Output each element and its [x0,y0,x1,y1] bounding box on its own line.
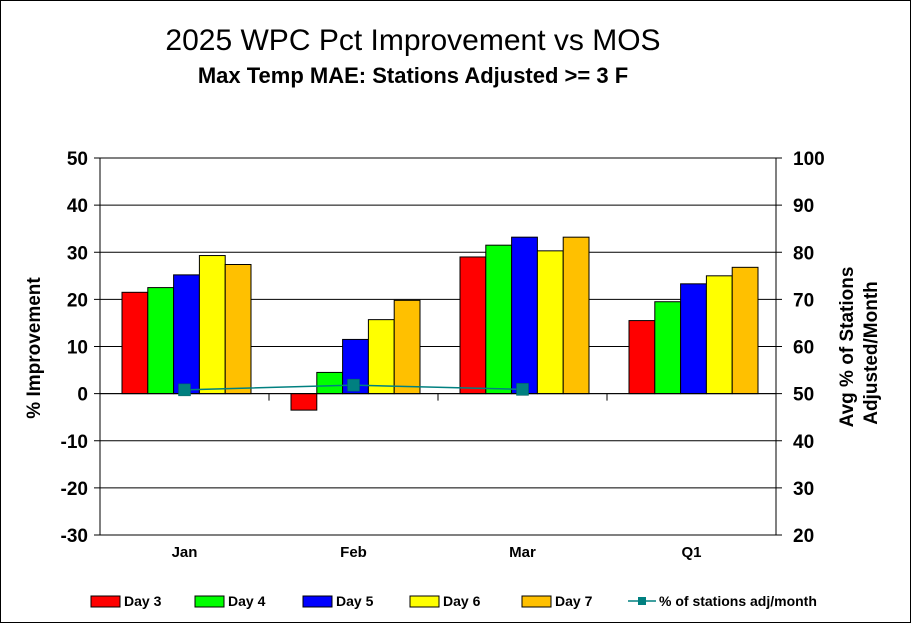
bar-day-7-mar [562,236,590,395]
chart-subtitle: Max Temp MAE: Stations Adjusted >= 3 F [198,63,628,88]
legend-item-day-3: Day 3 [90,593,162,609]
bar-day-7-q1 [731,266,759,395]
y2-tick-label: 60 [793,338,814,359]
y2-tick-label: 80 [793,243,814,264]
legend-label: Day 4 [228,593,266,609]
category-label-q1: Q1 [681,544,701,561]
bar-day-3-mar [459,256,487,395]
bar-day-6-mar [536,250,564,395]
bar-day-6-q1 [705,275,733,395]
y-tick-label: -30 [61,526,88,547]
bar-day-4-q1 [654,301,682,395]
bar-day-5-mar [511,236,538,395]
bar-day-3-feb [290,393,318,411]
bar-day-7-feb [393,299,421,395]
bar-day-6-jan [198,255,226,395]
y2-axis-label-line2: Adjusted/Month [861,281,882,425]
y2-tick-label: 30 [793,479,814,500]
y2-tick-label: 100 [793,149,825,170]
line-point-mar [516,383,529,396]
legend-item-day-5: Day 5 [302,593,374,609]
y-tick-label: 40 [67,196,88,217]
bars [121,236,759,411]
bar-day-3-q1 [628,320,656,395]
legend-label: Day 3 [124,593,162,609]
y-tick-label: 20 [67,290,88,311]
chart-title: 2025 WPC Pct Improvement vs MOS [165,24,660,57]
legend-swatch [521,595,552,608]
y-tick-label: -20 [61,479,88,500]
legend-label: Day 6 [443,593,481,609]
bar-day-5-q1 [680,283,707,395]
legend-label: Day 7 [555,593,593,609]
y2-tick-label: 70 [793,290,814,311]
y-tick-label: -10 [61,432,88,453]
bar-day-6-feb [367,319,395,395]
legend-swatch [302,595,333,608]
bar-day-7-jan [224,264,252,395]
legend-item-stations-adj: % of stations adj/month [628,593,817,609]
y2-tick-label: 50 [793,385,814,406]
bar-day-4-feb [316,371,344,395]
y-tick-label: 0 [77,385,88,406]
bar-day-3-jan [121,291,149,395]
y2-tick-label: 20 [793,526,814,547]
line-point-jan [178,383,191,397]
legend-marker [638,597,646,605]
category-label-mar: Mar [509,544,536,561]
y-tick-label: 30 [67,243,88,264]
legend-item-day-7: Day 7 [521,593,593,609]
y2-tick-label: 40 [793,432,814,453]
category-label-jan: Jan [172,544,198,561]
legend-swatch [194,595,225,608]
bar-day-5-jan [173,274,200,395]
tick-labels: -30 -20 -10 0 10 20 30 40 50 20 30 40 50 60 70 80 90 100 [61,149,825,547]
legend-label: % of stations adj/month [659,593,817,609]
legend: Day 3 Day 4 Day 5 Day 6 Day 7 % of stations a… [90,593,817,609]
line-series [178,378,529,397]
y-axis-label: % Improvement [24,277,45,419]
bar-day-4-jan [147,287,175,395]
bar-day-4-mar [485,244,513,395]
line-point-feb [347,378,360,392]
y-tick-label: 50 [67,149,88,170]
y2-axis-label-line1: Avg % of Stations [837,267,858,428]
legend-item-day-4: Day 4 [194,593,266,609]
category-label-feb: Feb [340,544,367,561]
legend-swatch [409,595,440,608]
category-labels: Jan Feb Mar Q1 [172,544,702,561]
legend-label: Day 5 [336,593,374,609]
axes [94,157,782,536]
legend-item-day-6: Day 6 [409,593,481,609]
y-tick-label: 10 [67,338,88,359]
y2-tick-label: 90 [793,196,814,217]
legend-swatch [90,595,121,608]
